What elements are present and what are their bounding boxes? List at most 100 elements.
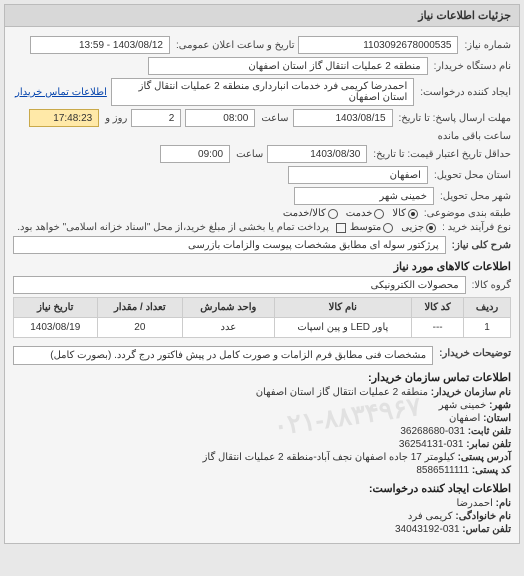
col-need-date: تاریخ نیاز xyxy=(14,298,98,318)
row-validity: حداقل تاریخ اعتبار قیمت: تا تاریخ: 1403/… xyxy=(13,145,511,163)
name-v: احمدرضا xyxy=(457,498,493,509)
province-k: استان: xyxy=(483,413,511,424)
contact-line: تلفن تماس: 031-34043192 xyxy=(13,524,511,535)
announce-value: 1403/08/12 - 13:59 xyxy=(30,36,170,54)
remain-label: ساعت باقی مانده xyxy=(438,131,511,142)
contact-line: شهر: خمینی شهر xyxy=(13,400,511,411)
contact-line: تلفن نمابر: 031-36254131 xyxy=(13,439,511,450)
radio-goods-label: کالا xyxy=(392,208,406,219)
procure-label: نوع فرآیند خرید : xyxy=(442,222,511,233)
contact-line: نام سازمان خریدار: منطقه 2 عملیات انتقال… xyxy=(13,387,511,398)
buyer-notes-label: توضیحات خریدار: xyxy=(439,348,511,359)
cell-code: --- xyxy=(412,318,464,338)
row-number-announce: شماره نیاز: 1103092678000535 تاریخ و ساع… xyxy=(13,36,511,54)
goods-table: ردیف کد کالا نام کالا واحد شمارش تعداد /… xyxy=(13,297,511,338)
table-header-row: ردیف کد کالا نام کالا واحد شمارش تعداد /… xyxy=(14,298,511,318)
procure-note: پرداخت تمام یا بخشی از مبلغ خرید،از محل … xyxy=(17,222,329,233)
radio-service[interactable]: خدمت xyxy=(346,208,385,219)
deadline-date[interactable]: 1403/08/15 xyxy=(293,109,393,127)
dot-icon xyxy=(408,209,418,219)
phone-k: تلفن ثابت: xyxy=(468,426,511,437)
remain-value: 17:48:23 xyxy=(29,109,99,127)
col-name: نام کالا xyxy=(274,298,412,318)
dot-icon xyxy=(383,223,393,233)
procure-group: جزیی متوسط xyxy=(350,222,436,233)
contact-line: آدرس پستی: کیلومتر 17 جاده اصفهان نجف آب… xyxy=(13,452,511,463)
city-k: شهر: xyxy=(489,400,511,411)
dot-icon xyxy=(426,223,436,233)
dot-icon xyxy=(374,209,384,219)
buyer-label: نام دستگاه خریدار: xyxy=(434,61,511,72)
province-v: اصفهان xyxy=(449,413,480,424)
cell-row: 1 xyxy=(464,318,511,338)
dot-icon xyxy=(328,209,338,219)
contact-line: نام خانوادگی: کریمی فرد xyxy=(13,511,511,522)
city-label: شهر محل تحویل: xyxy=(440,191,511,202)
panel-title: جزئیات اطلاعات نیاز xyxy=(5,5,519,27)
post-v: 8586511111 xyxy=(416,465,469,476)
cell-qty: 20 xyxy=(97,318,183,338)
validity-time-label: ساعت xyxy=(236,149,263,160)
goods-group-value: محصولات الکترونیکی xyxy=(13,276,466,294)
deadline-label: مهلت ارسال پاسخ: تا تاریخ: xyxy=(399,113,511,124)
org-v: منطقه 2 عملیات انتقال گاز استان اصفهان xyxy=(256,387,428,398)
radio-service-label: خدمت xyxy=(346,208,373,219)
row-creator: ایجاد کننده درخواست: احمدرضا کریمی فرد خ… xyxy=(13,78,511,106)
radio-mid-label: متوسط xyxy=(350,222,381,233)
number-value: 1103092678000535 xyxy=(298,36,458,54)
name-k: نام: xyxy=(496,498,511,509)
city-v: خمینی شهر xyxy=(439,400,487,411)
contact-section-title: اطلاعات تماس سازمان خریدار: xyxy=(13,371,511,384)
radio-goods[interactable]: کالا xyxy=(392,208,418,219)
validity-date[interactable]: 1403/08/30 xyxy=(267,145,367,163)
desc-label: شرح کلی نیاز: xyxy=(452,240,511,251)
buyer-notes-value: مشخصات فنی مطابق فرم الزامات و صورت کامل… xyxy=(13,346,433,365)
fax-v: 031-36254131 xyxy=(399,439,464,450)
number-label: شماره نیاز: xyxy=(464,40,511,51)
cell-name: پاور LED و پین اسپات xyxy=(274,318,412,338)
contact-block: ۰۲۱-۸۸۳۴۹۶۷ اطلاعات تماس سازمان خریدار: … xyxy=(13,371,511,535)
row-procure: نوع فرآیند خرید : جزیی متوسط پرداخت تمام… xyxy=(13,222,511,233)
buyer-value: منطقه 2 عملیات انتقال گاز استان اصفهان xyxy=(148,57,428,75)
contact-line: نام: احمدرضا xyxy=(13,498,511,509)
row-buyer-notes: توضیحات خریدار: مشخصات فنی مطابق فرم الز… xyxy=(13,342,511,365)
buyer-contact-link[interactable]: اطلاعات تماس خریدار xyxy=(15,87,107,98)
addr-k: آدرس پستی: xyxy=(458,452,511,463)
deadline-time[interactable]: 08:00 xyxy=(185,109,255,127)
contact-line: کد پستی: 8586511111 xyxy=(13,465,511,476)
row-diversity: طبقه بندی موضوعی: کالا خدمت کالا/خدمت xyxy=(13,208,511,219)
cell-need-date: 1403/08/19 xyxy=(14,318,98,338)
validity-time[interactable]: 09:00 xyxy=(160,145,230,163)
row-desc: شرح کلی نیاز: پرژکتور سوله ای مطابق مشخص… xyxy=(13,236,511,254)
radio-both[interactable]: کالا/خدمت xyxy=(283,208,338,219)
procure-checkbox[interactable] xyxy=(336,223,346,233)
col-qty: تعداد / مقدار xyxy=(97,298,183,318)
radio-mid[interactable]: متوسط xyxy=(350,222,393,233)
days-value: 2 xyxy=(131,109,181,127)
announce-label: تاریخ و ساعت اعلان عمومی: xyxy=(176,40,295,51)
radio-partial[interactable]: جزیی xyxy=(401,222,436,233)
addr-v: کیلومتر 17 جاده اصفهان نجف آباد-منطقه 2 … xyxy=(203,452,455,463)
contact-line: تلفن ثابت: 031-36268680 xyxy=(13,426,511,437)
phone-v: 031-36268680 xyxy=(400,426,465,437)
cell-unit: عدد xyxy=(183,318,274,338)
family-v: کریمی فرد xyxy=(408,511,453,522)
deadline-time-label: ساعت xyxy=(261,113,288,124)
col-code: کد کالا xyxy=(412,298,464,318)
panel-body: شماره نیاز: 1103092678000535 تاریخ و ساع… xyxy=(5,27,519,543)
col-row: ردیف xyxy=(464,298,511,318)
org-k: نام سازمان خریدار: xyxy=(431,387,511,398)
creator-label: ایجاد کننده درخواست: xyxy=(420,87,511,98)
contact-line: استان: اصفهان xyxy=(13,413,511,424)
row-province: استان محل تحویل: اصفهان xyxy=(13,166,511,184)
row-deadline: مهلت ارسال پاسخ: تا تاریخ: 1403/08/15 سا… xyxy=(13,109,511,142)
radio-both-label: کالا/خدمت xyxy=(283,208,326,219)
row-goods-group: گروه کالا: محصولات الکترونیکی xyxy=(13,276,511,294)
goods-group-label: گروه کالا: xyxy=(472,280,511,291)
row-city: شهر محل تحویل: خمینی شهر xyxy=(13,187,511,205)
post-k: کد پستی: xyxy=(472,465,511,476)
city-value: خمینی شهر xyxy=(294,187,434,205)
creator-value: احمدرضا کریمی فرد خدمات انبارداری منطقه … xyxy=(111,78,414,106)
col-unit: واحد شمارش xyxy=(183,298,274,318)
province-label: استان محل تحویل: xyxy=(434,170,511,181)
